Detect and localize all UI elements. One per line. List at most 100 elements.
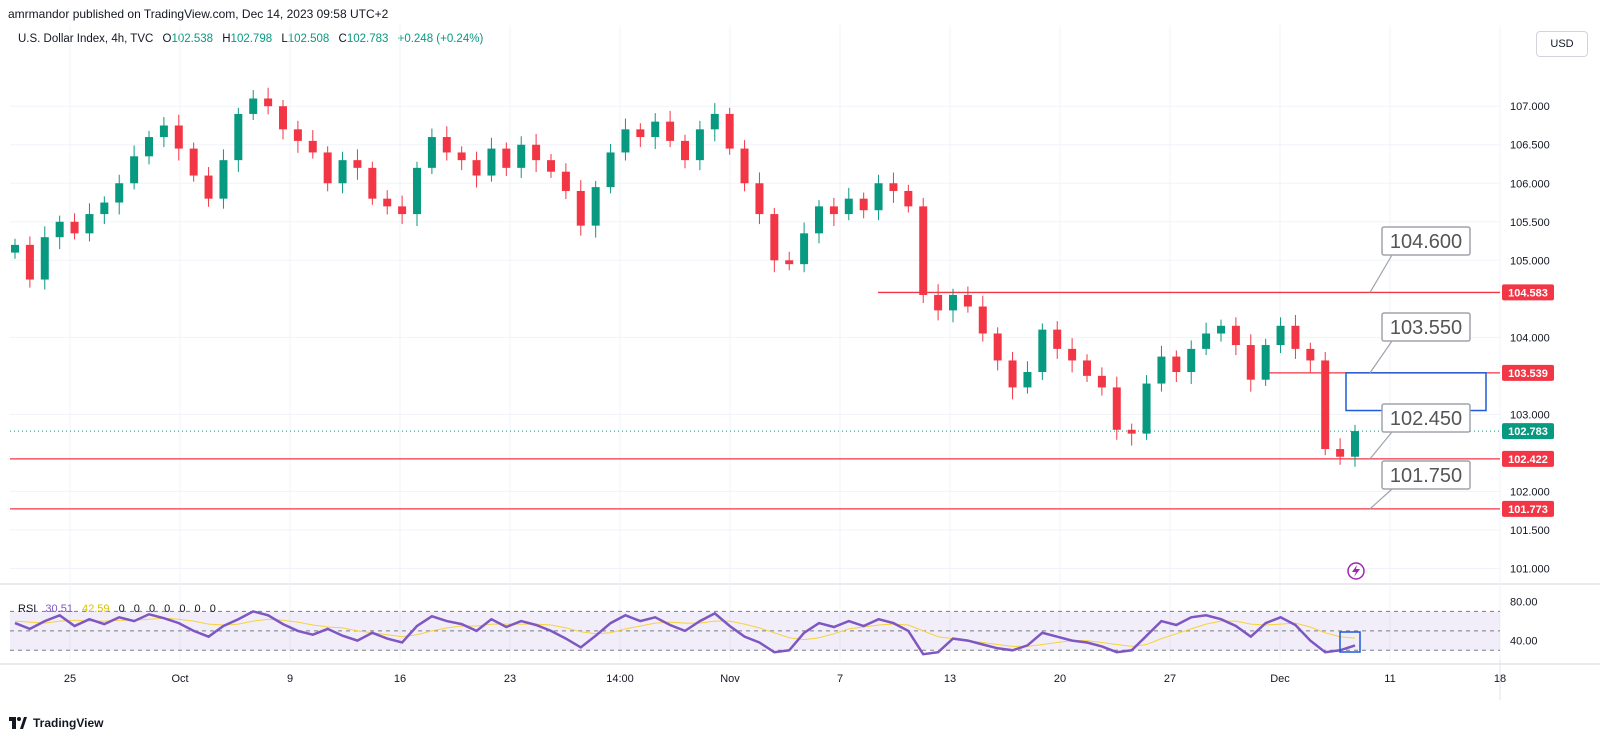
candle-body	[1217, 325, 1225, 334]
rsi-extra-4: 0	[179, 603, 186, 615]
candle-body	[919, 206, 928, 295]
price-badge-label: 102.422	[1508, 454, 1548, 466]
candle-body	[1291, 325, 1300, 349]
candle-body	[561, 171, 570, 191]
candle-body	[1142, 383, 1151, 434]
candle-body	[40, 237, 49, 280]
price-callout[interactable]: 103.550	[1369, 312, 1471, 374]
callout-pointer	[1369, 340, 1393, 374]
callout-box	[1381, 312, 1471, 342]
candle-body	[1038, 329, 1047, 372]
candle-body	[1231, 325, 1240, 346]
price-badge-label: 104.583	[1508, 287, 1548, 299]
candle-body	[308, 140, 317, 153]
rsi-name[interactable]: RSI	[18, 603, 37, 615]
time-tick-label: 27	[1164, 673, 1176, 685]
candle-body	[1336, 449, 1345, 457]
rsi-extra-0: 0	[118, 603, 125, 615]
callout-label: 103.550	[1390, 317, 1462, 339]
candle-body	[25, 244, 34, 280]
candle-body	[130, 156, 139, 184]
change-value: +0.248 (+0.24%)	[397, 33, 484, 45]
candle-body	[740, 148, 749, 184]
candle-body	[1008, 360, 1017, 388]
candle-body	[710, 113, 719, 130]
tradingview-logo-icon	[9, 717, 27, 729]
candle-body	[859, 198, 868, 211]
low-label: L	[281, 33, 288, 45]
candle-body	[368, 167, 377, 199]
price-callout[interactable]: 101.750	[1369, 460, 1471, 510]
candle-body	[219, 160, 228, 199]
time-tick-label: 13	[944, 673, 956, 685]
candle-body	[695, 129, 704, 161]
candle-body	[11, 244, 19, 253]
callout-label: 104.600	[1390, 231, 1462, 253]
open-label: O	[162, 33, 172, 45]
candle-body	[174, 125, 183, 149]
rsi-ma-value: 42.59	[82, 603, 110, 615]
candle-body	[115, 183, 124, 203]
candle-body	[636, 129, 645, 138]
price-tick-label: 101.000	[1510, 563, 1550, 575]
candle-body	[189, 148, 198, 176]
candle-body	[651, 121, 660, 138]
time-tick-label: 18	[1494, 673, 1506, 685]
candle-body	[1112, 387, 1121, 430]
symbol-legend: U.S. Dollar Index, 4h, TVC O102.538 H102…	[18, 33, 483, 45]
close-label: C	[338, 33, 347, 45]
price-badge-bg	[1502, 423, 1554, 440]
price-axis-badge: 101.773	[1502, 500, 1554, 517]
price-badge-bg	[1502, 284, 1554, 301]
candle-body	[264, 98, 273, 107]
candle-body	[591, 187, 600, 226]
time-tick-label: Dec	[1270, 673, 1290, 685]
lightning-icon-bolt	[1352, 565, 1360, 577]
symbol-name[interactable]: U.S. Dollar Index, 4h, TVC	[18, 33, 154, 45]
candle-body	[70, 221, 79, 234]
rsi-extra-1: 0	[133, 603, 140, 615]
price-tick-label: 105.000	[1510, 255, 1550, 267]
currency-button[interactable]: USD	[1536, 31, 1588, 57]
candle-body	[666, 121, 675, 141]
candle-body	[1321, 360, 1330, 450]
high-label: H	[222, 33, 231, 45]
open-value: 102.538	[171, 33, 214, 45]
candle-body	[204, 175, 213, 199]
candle-body	[1306, 348, 1315, 361]
price-tick-label: 105.500	[1510, 217, 1550, 229]
candle-body	[815, 206, 823, 234]
candle-body	[487, 148, 496, 176]
time-tick-label: Nov	[720, 673, 740, 685]
candle-body	[338, 160, 347, 184]
candle-body	[978, 306, 987, 334]
price-callout[interactable]: 104.600	[1369, 226, 1471, 293]
candle-body	[1172, 356, 1181, 372]
time-tick-label: 16	[394, 673, 406, 685]
candle-body	[904, 190, 913, 207]
low-value: 102.508	[287, 33, 330, 45]
candle-body	[145, 137, 153, 157]
candle-body	[383, 198, 392, 207]
candle-body	[1261, 345, 1270, 380]
price-tick-label: 101.500	[1510, 525, 1550, 537]
tradingview-logo[interactable]: TradingView	[9, 716, 103, 730]
lightning-icon[interactable]	[1347, 562, 1365, 580]
rsi-legend: RSI 30.51 42.59 0 0 0 0 0 0 0	[18, 603, 222, 615]
candle-body	[934, 294, 943, 311]
candle-body	[472, 160, 481, 176]
publisher-line: amrmandor published on TradingView.com, …	[8, 7, 389, 21]
callout-pointer	[1369, 431, 1393, 460]
candle-body	[353, 160, 362, 168]
rsi-tick-label: 80.00	[1510, 597, 1538, 609]
price-badge-label: 103.539	[1508, 368, 1548, 380]
close-value: 102.783	[346, 33, 389, 45]
rsi-highlight-box[interactable]	[1339, 631, 1361, 653]
price-callout[interactable]: 102.450	[1369, 403, 1471, 460]
candle-body	[55, 221, 64, 238]
high-value: 102.798	[230, 33, 273, 45]
candle-body	[1246, 345, 1255, 380]
price-badge-label: 101.773	[1508, 504, 1548, 516]
candle-body	[427, 137, 436, 168]
